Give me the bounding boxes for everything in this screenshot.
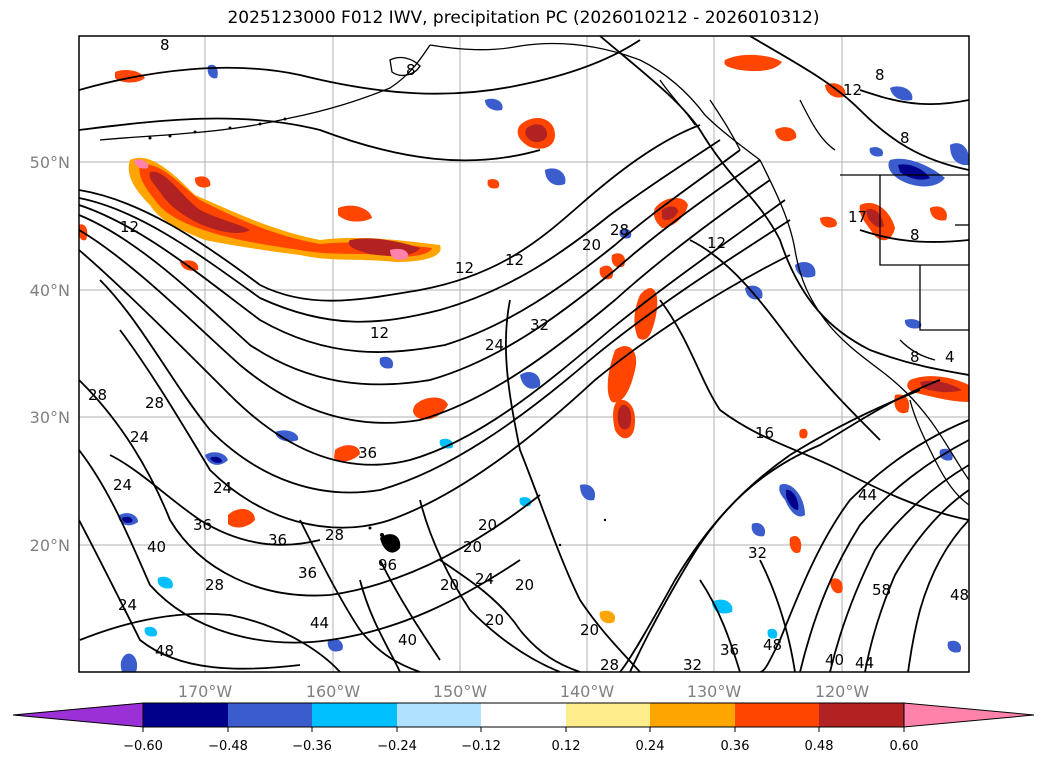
contour-label: 20 bbox=[440, 576, 459, 594]
contour-label: 36 bbox=[358, 444, 377, 462]
lon-label-130w: 130°W bbox=[687, 682, 742, 701]
contour-label: 44 bbox=[858, 486, 877, 504]
iwv-contours bbox=[79, 36, 969, 672]
contour-label: 12 bbox=[843, 81, 862, 99]
contour-label: 4 bbox=[945, 348, 955, 366]
contour-label: 40 bbox=[825, 651, 844, 669]
contour-label: 8 bbox=[875, 66, 885, 84]
colorbar-tick-label: 0.36 bbox=[721, 739, 750, 754]
colorbar-segment bbox=[228, 703, 312, 727]
colorbar-tick-label: −0.12 bbox=[461, 739, 501, 754]
colorbar-segment bbox=[819, 703, 904, 727]
contour-label: 12 bbox=[455, 259, 474, 277]
colorbar-segment bbox=[143, 703, 228, 727]
colorbar-segment bbox=[735, 703, 819, 727]
contour-label: 28 bbox=[145, 394, 164, 412]
contour-label: 40 bbox=[398, 631, 417, 649]
contour-label: 24 bbox=[118, 596, 137, 614]
lon-label-150w: 150°W bbox=[433, 682, 488, 701]
contour-label: 24 bbox=[485, 336, 504, 354]
contour-label: 24 bbox=[130, 428, 149, 446]
contour-label: 48 bbox=[950, 586, 969, 604]
contour-label: 36 bbox=[193, 516, 212, 534]
contour-label: 20 bbox=[478, 516, 497, 534]
colorbar-tick-label: −0.60 bbox=[123, 739, 163, 754]
contour-label: 16 bbox=[755, 424, 774, 442]
colorbar-tick-label: 0.24 bbox=[636, 739, 665, 754]
lon-label-140w: 140°W bbox=[560, 682, 615, 701]
colorbar-extend-high bbox=[903, 702, 1035, 728]
contour-label: 44 bbox=[855, 654, 874, 672]
contour-label: 32 bbox=[530, 316, 549, 334]
contour-label-group: 8 8 12 8 8 12 12 12 28 20 12 17 8 32 24 … bbox=[88, 36, 969, 674]
contour-label: 40 bbox=[147, 538, 166, 556]
colorbar-segment bbox=[312, 703, 397, 727]
contour-label: 8 bbox=[900, 129, 910, 147]
longitude-labels: 170°W 160°W 150°W 140°W 130°W 120°W bbox=[178, 682, 870, 701]
colorbar-tick-label: 0.60 bbox=[890, 739, 919, 754]
contour-label: 20 bbox=[463, 538, 482, 556]
colorbar-frame bbox=[142, 702, 905, 728]
contour-label: 32 bbox=[683, 656, 702, 674]
contour-label: 20 bbox=[485, 611, 504, 629]
contour-label: 8 bbox=[910, 348, 920, 366]
colorbar-segment bbox=[650, 703, 735, 727]
contour-label: 20 bbox=[580, 621, 599, 639]
contour-label: 12 bbox=[370, 324, 389, 342]
colorbar-segment bbox=[566, 703, 650, 727]
contour-label: 36 bbox=[720, 641, 739, 659]
contour-label: 96 bbox=[378, 556, 397, 574]
contour-label: 48 bbox=[155, 642, 174, 660]
islands bbox=[148, 117, 607, 548]
colorbar-tick-label: 0.12 bbox=[552, 739, 581, 754]
colorbar-segment bbox=[481, 703, 566, 727]
colorbar-extend-low bbox=[12, 702, 144, 728]
colorbar-segment bbox=[397, 703, 481, 727]
contour-label: 8 bbox=[406, 61, 416, 79]
colorbar-tick-label: −0.36 bbox=[292, 739, 332, 754]
contour-label: 12 bbox=[120, 218, 139, 236]
coastlines bbox=[99, 42, 969, 506]
lat-label-40n: 40°N bbox=[30, 281, 70, 300]
contour-label: 28 bbox=[88, 386, 107, 404]
contour-label: 28 bbox=[205, 576, 224, 594]
contour-label: 8 bbox=[910, 226, 920, 244]
contour-label: 44 bbox=[310, 614, 329, 632]
lat-label-30n: 30°N bbox=[30, 408, 70, 427]
contour-label: 12 bbox=[505, 251, 524, 269]
contour-label: 36 bbox=[298, 564, 317, 582]
lon-label-160w: 160°W bbox=[306, 682, 361, 701]
lat-label-20n: 20°N bbox=[30, 536, 70, 555]
lon-label-170w: 170°W bbox=[178, 682, 233, 701]
contour-label: 48 bbox=[763, 636, 782, 654]
gridlines bbox=[79, 36, 969, 672]
lat-label-50n: 50°N bbox=[30, 153, 70, 172]
contour-label: 8 bbox=[160, 36, 170, 54]
lon-label-120w: 120°W bbox=[815, 682, 870, 701]
precipitation-shading bbox=[79, 54, 969, 672]
contour-label: 36 bbox=[268, 531, 287, 549]
contour-label: 58 bbox=[872, 581, 891, 599]
contour-label: 32 bbox=[748, 544, 767, 562]
contour-label: 20 bbox=[582, 236, 601, 254]
contour-label: 28 bbox=[600, 656, 619, 674]
contour-label: 12 bbox=[707, 234, 726, 252]
colorbar-tick-label: −0.48 bbox=[208, 739, 248, 754]
contour-label: 24 bbox=[475, 570, 494, 588]
latitude-labels: 50°N 40°N 30°N 20°N bbox=[30, 153, 70, 555]
contour-label: 24 bbox=[113, 476, 132, 494]
colorbar-tick-label: −0.24 bbox=[377, 739, 417, 754]
contour-label: 24 bbox=[213, 479, 232, 497]
map-title: 2025123000 F012 IWV, precipitation PC (2… bbox=[227, 8, 820, 28]
colorbar: −0.60 −0.48 −0.36 −0.24 −0.12 0.12 0.24 … bbox=[12, 702, 1035, 754]
contour-label: 28 bbox=[325, 526, 344, 544]
contour-label: 28 bbox=[610, 221, 629, 239]
colorbar-tick-label: 0.48 bbox=[805, 739, 834, 754]
contour-label: 20 bbox=[515, 576, 534, 594]
plot-frame bbox=[78, 35, 970, 673]
contour-label: 17 bbox=[848, 208, 867, 226]
